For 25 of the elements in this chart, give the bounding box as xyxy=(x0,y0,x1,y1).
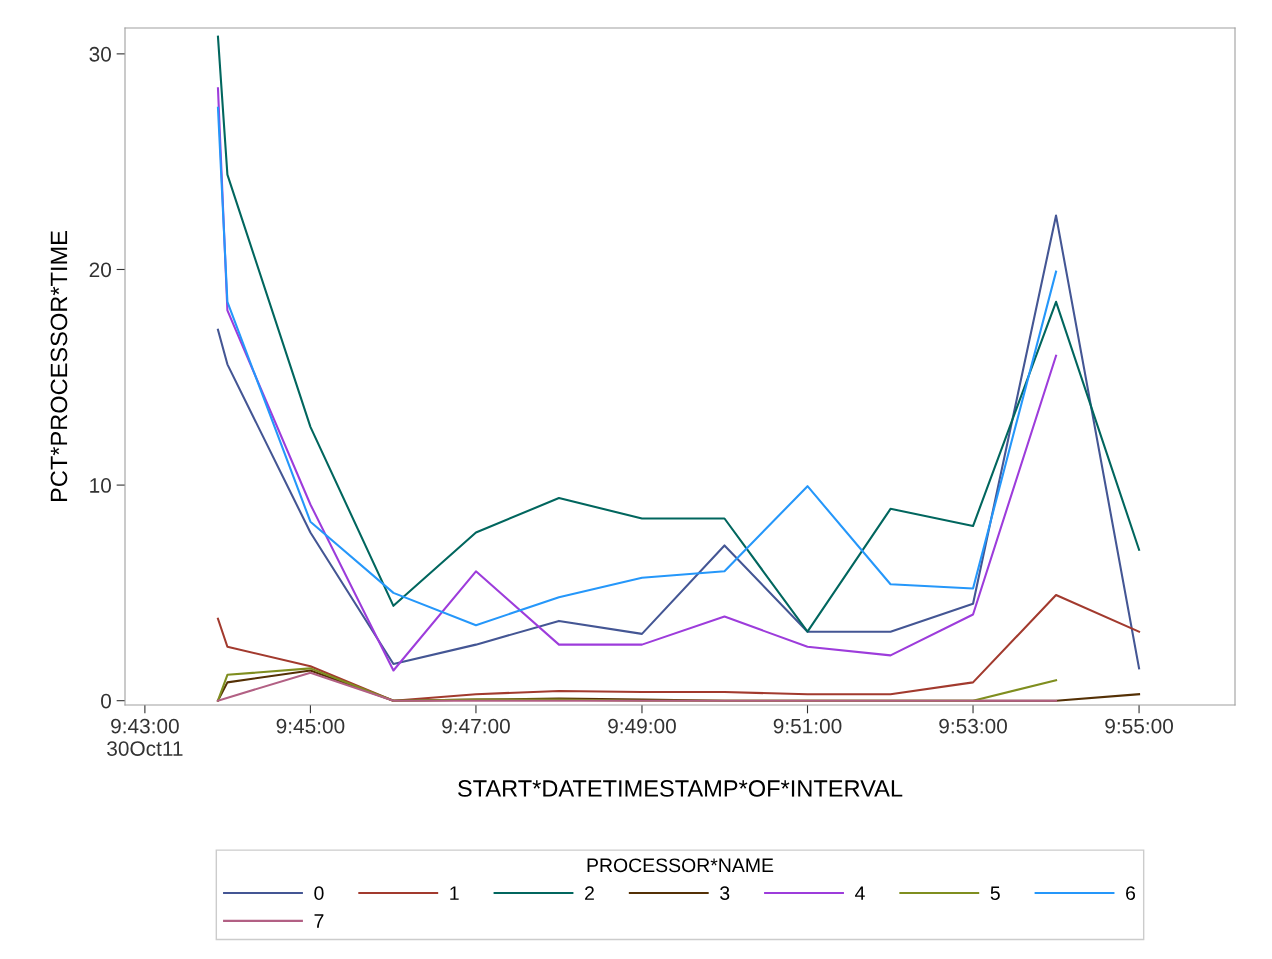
y-tick-label: 20 xyxy=(89,262,111,278)
y-axis-title: PCT*PROCESSOR*TIME xyxy=(50,231,68,501)
legend-label: 4 xyxy=(855,886,865,900)
x-tick-label: 9:45:00 xyxy=(276,718,345,734)
legend-title: PROCESSOR*NAME xyxy=(587,858,774,873)
x-tick-label: 9:47:00 xyxy=(442,718,510,734)
legend-label: 0 xyxy=(314,886,324,901)
legend-label: 2 xyxy=(585,886,594,900)
legend-label: 6 xyxy=(1126,886,1136,901)
x-tick-label: 9:51:00 xyxy=(773,718,842,734)
x-tick-label: 9:53:00 xyxy=(939,718,1007,734)
line-series xyxy=(216,594,1141,702)
x-tick-label: 9:43:00 30Oct11 xyxy=(107,718,183,756)
y-tick-label: 10 xyxy=(90,478,111,493)
line-series xyxy=(216,214,1141,670)
y-tick-label: 0 xyxy=(101,693,111,709)
x-axis-title: START*DATETIMESTAMP*OF*INTERVAL xyxy=(458,780,903,797)
legend-label: 7 xyxy=(314,914,324,928)
line-series xyxy=(216,35,1141,633)
legend-label: 3 xyxy=(720,886,730,901)
x-tick-label: 9:49:00 xyxy=(608,718,676,734)
x-tick-label: 9:55:00 xyxy=(1105,718,1173,734)
legend-label: 5 xyxy=(990,886,1000,901)
legend-label: 1 xyxy=(450,886,459,900)
y-tick-label: 30 xyxy=(89,46,111,62)
